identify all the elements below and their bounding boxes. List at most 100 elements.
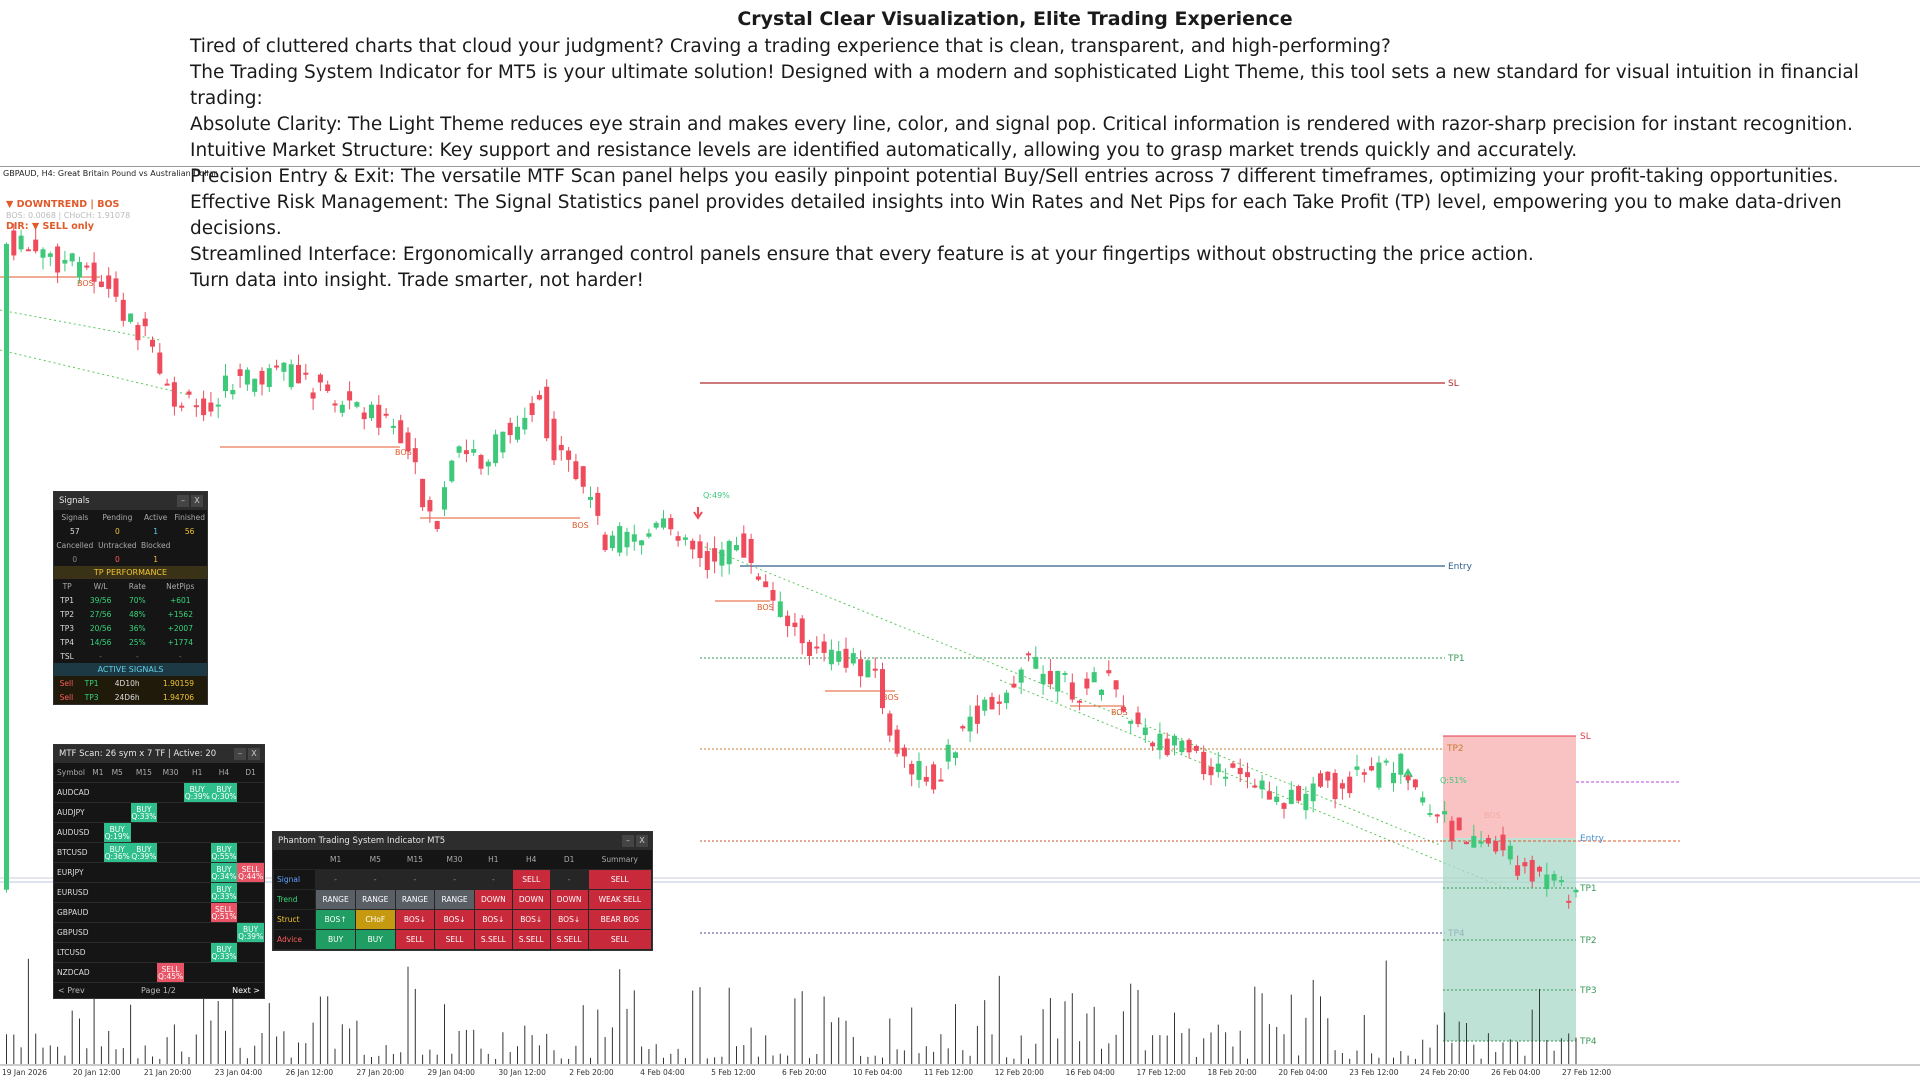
mtf-cell[interactable] — [91, 782, 104, 803]
mtf-cell[interactable] — [237, 822, 264, 843]
mtf-cell[interactable] — [103, 922, 131, 943]
mtf-symbol: AUDCAD — [54, 782, 92, 803]
mtf-row[interactable]: GBPAUD SELL Q:51% — [54, 902, 264, 923]
mtf-row[interactable]: EURJPY BUY Q:34% SELL Q:44% — [54, 862, 264, 883]
mtf-cell[interactable] — [157, 802, 184, 823]
mtf-row[interactable]: EURUSD BUY Q:33% — [54, 882, 264, 903]
phantom-panel-title[interactable]: Phantom Trading System Indicator MT5 – X — [273, 832, 652, 850]
mtf-cell[interactable] — [237, 802, 264, 823]
mtf-panel-title[interactable]: MTF Scan: 26 sym x 7 TF | Active: 20 – X — [54, 745, 264, 763]
candle — [1069, 682, 1075, 700]
mtf-cell[interactable] — [103, 862, 131, 883]
mtf-cell[interactable] — [183, 802, 211, 823]
mtf-cell[interactable] — [130, 962, 158, 983]
mtf-row[interactable]: NZDCAD SELL Q:45% — [54, 962, 264, 983]
mtf-cell[interactable] — [130, 922, 158, 943]
signals-panel[interactable]: Signals – X Signals Pending Active Finish… — [53, 491, 208, 705]
mtf-cell[interactable] — [103, 902, 131, 923]
mtf-cell[interactable] — [130, 822, 158, 843]
mtf-cell[interactable]: BUY Q:55% — [210, 842, 238, 863]
mtf-cell[interactable]: BUY Q:39% — [237, 922, 264, 943]
mtf-cell[interactable] — [130, 942, 158, 963]
mtf-cell[interactable] — [237, 942, 264, 963]
mtf-cell[interactable] — [157, 902, 184, 923]
mtf-row[interactable]: GBPUSD BUY Q:39% — [54, 922, 264, 943]
mtf-cell[interactable] — [91, 862, 104, 883]
mtf-cell[interactable] — [237, 902, 264, 923]
mtf-cell[interactable] — [237, 782, 264, 803]
mtf-cell[interactable]: BUY Q:33% — [210, 942, 238, 963]
mtf-cell[interactable]: SELL Q:44% — [237, 862, 264, 883]
mtf-cell[interactable] — [210, 822, 238, 843]
mtf-cell[interactable] — [130, 882, 158, 903]
mtf-cell[interactable] — [157, 882, 184, 903]
mtf-cell[interactable] — [183, 902, 211, 923]
mtf-cell[interactable] — [157, 822, 184, 843]
mtf-cell[interactable]: SELL Q:45% — [157, 962, 184, 983]
mtf-cell[interactable] — [157, 842, 184, 863]
mtf-scan-panel[interactable]: MTF Scan: 26 sym x 7 TF | Active: 20 – X … — [53, 744, 265, 999]
mtf-cell[interactable]: BUY Q:30% — [210, 782, 238, 803]
mtf-cell[interactable] — [237, 962, 264, 983]
mtf-cell[interactable] — [183, 842, 211, 863]
mtf-cell[interactable] — [183, 882, 211, 903]
mtf-cell[interactable]: SELL Q:51% — [210, 902, 238, 923]
mtf-cell[interactable] — [130, 782, 158, 803]
mtf-cell[interactable] — [103, 782, 131, 803]
signals-panel-title[interactable]: Signals – X — [54, 492, 207, 510]
mtf-cell[interactable] — [183, 962, 211, 983]
mtf-cell[interactable] — [183, 862, 211, 883]
chart-area[interactable] — [0, 166, 1920, 1073]
mtf-cell[interactable] — [157, 922, 184, 943]
mtf-cell[interactable] — [210, 962, 238, 983]
mtf-cell[interactable] — [91, 962, 104, 983]
mtf-cell[interactable] — [157, 942, 184, 963]
mtf-cell[interactable] — [210, 922, 238, 943]
mtf-row[interactable]: AUDUSD BUY Q:19% — [54, 822, 264, 843]
active-signal-row[interactable]: Sell TP1 4D10h 1.90159 — [54, 676, 207, 690]
mtf-cell[interactable] — [183, 822, 211, 843]
mtf-cell[interactable] — [103, 882, 131, 903]
mtf-cell[interactable] — [103, 962, 131, 983]
mtf-cell[interactable] — [237, 842, 264, 863]
mtf-cell[interactable]: BUY Q:19% — [103, 822, 131, 843]
mtf-cell[interactable] — [183, 922, 211, 943]
mtf-cell[interactable] — [237, 882, 264, 903]
mtf-cell[interactable]: BUY Q:34% — [210, 862, 238, 883]
next-page-button[interactable]: Next > — [232, 986, 260, 995]
active-signal-row[interactable]: Sell TP3 24D6h 1.94706 — [54, 690, 207, 704]
close-icon[interactable]: X — [191, 495, 203, 507]
close-icon[interactable]: X — [636, 835, 648, 847]
mtf-cell[interactable] — [130, 902, 158, 923]
mtf-row[interactable]: LTCUSD BUY Q:33% — [54, 942, 264, 963]
mtf-cell[interactable] — [103, 942, 131, 963]
mtf-cell[interactable] — [157, 862, 184, 883]
minimize-icon[interactable]: – — [234, 748, 246, 760]
mtf-cell[interactable] — [103, 802, 131, 823]
mtf-cell[interactable] — [91, 922, 104, 943]
mtf-row[interactable]: BTCUSD BUY Q:36% BUY Q:39% BUY Q:55% — [54, 842, 264, 863]
mtf-cell[interactable]: BUY Q:39% — [183, 782, 211, 803]
mtf-cell[interactable] — [91, 942, 104, 963]
close-icon[interactable]: X — [248, 748, 260, 760]
mtf-cell[interactable]: BUY Q:36% — [103, 842, 131, 863]
mtf-row[interactable]: AUDJPY BUY Q:33% — [54, 802, 264, 823]
mtf-cell[interactable]: BUY Q:33% — [210, 882, 238, 903]
mtf-cell[interactable] — [91, 822, 104, 843]
mtf-cell[interactable] — [183, 942, 211, 963]
mtf-cell[interactable] — [130, 862, 158, 883]
phantom-dashboard-panel[interactable]: Phantom Trading System Indicator MT5 – X … — [272, 831, 653, 951]
mtf-cell[interactable] — [157, 782, 184, 803]
minimize-icon[interactable]: – — [622, 835, 634, 847]
mtf-cell[interactable] — [91, 842, 104, 863]
mtf-row[interactable]: AUDCAD BUY Q:39% BUY Q:30% — [54, 782, 264, 803]
mtf-cell[interactable] — [210, 802, 238, 823]
prev-page-button[interactable]: < Prev — [58, 986, 85, 995]
mtf-cell[interactable] — [91, 882, 104, 903]
mtf-cell[interactable]: BUY Q:39% — [130, 842, 158, 863]
minimize-icon[interactable]: – — [177, 495, 189, 507]
mtf-cell[interactable] — [91, 802, 104, 823]
mtf-cell[interactable] — [91, 902, 104, 923]
mtf-cell[interactable]: BUY Q:33% — [130, 802, 158, 823]
